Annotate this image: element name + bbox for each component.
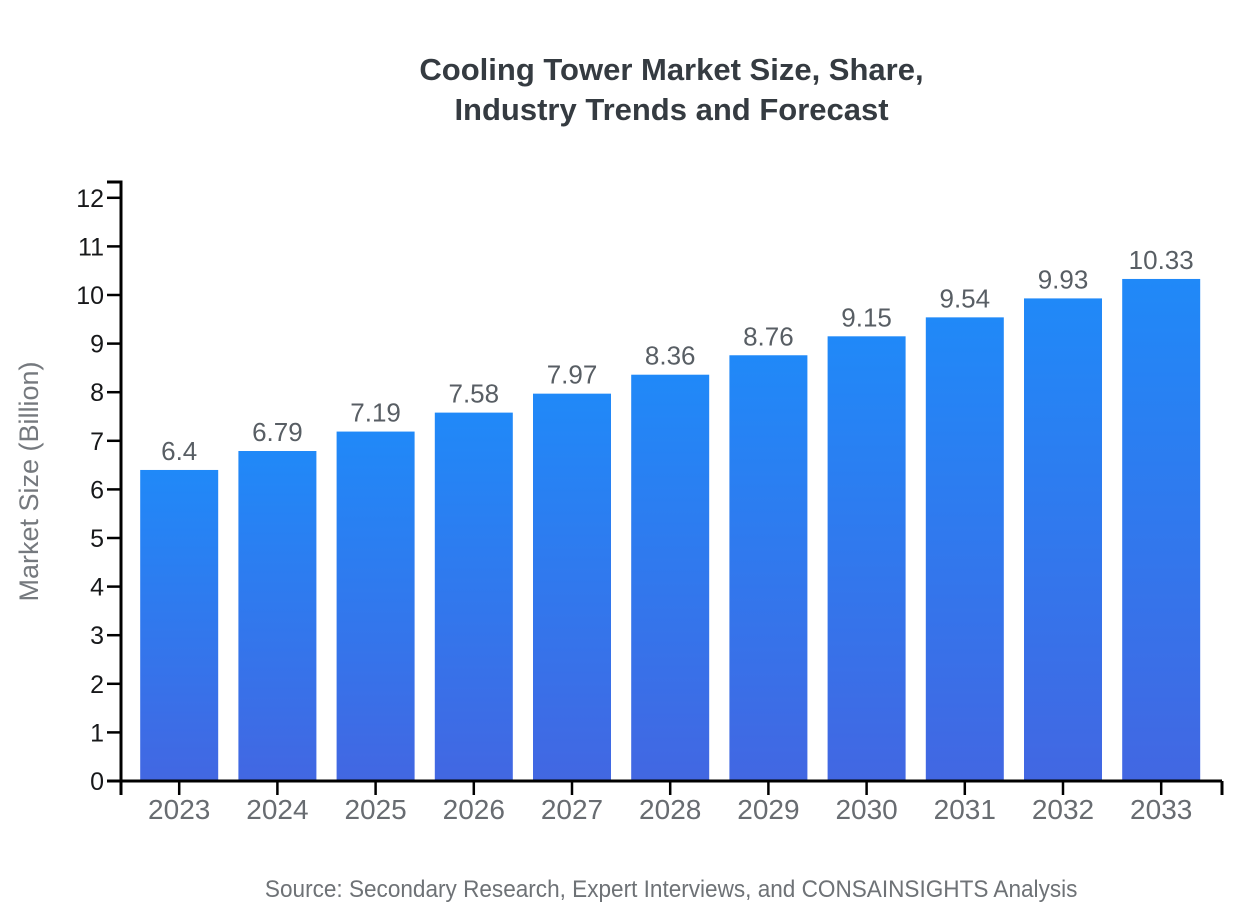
bar-value-label: 10.33	[1129, 245, 1194, 275]
source-note-text: Source: Secondary Research, Expert Inter…	[265, 876, 1078, 903]
y-axis-tick-label: 1	[90, 719, 104, 747]
bar-2026	[434, 412, 513, 781]
bar-value-label: 6.4	[161, 436, 197, 466]
bar-value-label: 7.97	[547, 360, 598, 390]
x-axis-tick-label: 2032	[1032, 794, 1094, 825]
chart-title-line-1: Cooling Tower Market Size, Share,	[419, 52, 924, 87]
y-axis-tick-label: 0	[90, 768, 104, 796]
y-axis-tick-label: 8	[90, 379, 104, 407]
y-axis-tick-label: 6	[90, 476, 104, 504]
y-axis-tick-label: 3	[90, 622, 104, 650]
x-axis-tick-label: 2027	[541, 794, 603, 825]
y-axis-tick-label: 11	[78, 233, 104, 261]
y-axis-tick-label: 4	[90, 574, 104, 602]
bar-value-label: 6.79	[252, 417, 303, 447]
x-axis-tick-label: 2028	[639, 794, 701, 825]
y-axis-tick-label: 12	[76, 185, 104, 213]
x-axis-tick-label: 2031	[934, 794, 996, 825]
y-axis-tick-label: 9	[90, 331, 104, 359]
y-axis-tick-label: 10	[76, 282, 104, 310]
x-axis-tick-label: 2024	[246, 794, 308, 825]
bar-value-label: 9.93	[1038, 264, 1089, 294]
bar-2031	[925, 317, 1004, 781]
bar-2030	[827, 336, 906, 781]
bar-value-label: 9.15	[841, 302, 892, 332]
bar-value-label: 8.36	[645, 341, 696, 371]
y-axis-title: Market Size (Billion)	[14, 361, 44, 601]
y-axis-tick-label: 2	[90, 671, 104, 699]
x-axis-tick-label: 2025	[344, 794, 406, 825]
y-axis-tick-label: 7	[90, 428, 104, 456]
bar-2028	[631, 374, 710, 781]
bar-2023	[140, 469, 219, 781]
axis-lines	[107, 180, 1224, 795]
x-axis-tick-label: 2030	[835, 794, 897, 825]
bar-2032	[1024, 298, 1102, 781]
x-axis-tick-label: 2023	[148, 794, 210, 825]
bar-value-label: 9.54	[939, 283, 990, 313]
bar-2033	[1122, 278, 1201, 781]
y-axis-tick-label: 5	[90, 525, 104, 553]
bar-value-label: 8.76	[743, 321, 794, 351]
chart-title-line-2: Industry Trends and Forecast	[454, 92, 889, 127]
bar-2025	[336, 431, 415, 781]
chart-title: Cooling Tower Market Size, Share, Indust…	[121, 50, 1222, 130]
bar-value-label: 7.19	[350, 398, 401, 428]
x-axis-tick-label: 2029	[737, 794, 799, 825]
source-note: Source: Secondary Research, Expert Inter…	[121, 876, 1222, 904]
x-axis-tick-label: 2033	[1130, 794, 1192, 825]
x-axis-tick-label: 2026	[443, 794, 505, 825]
bar-2029	[729, 355, 808, 781]
bar-2024	[238, 451, 317, 781]
bar-value-label: 7.58	[448, 379, 499, 409]
bar-2027	[533, 393, 611, 781]
